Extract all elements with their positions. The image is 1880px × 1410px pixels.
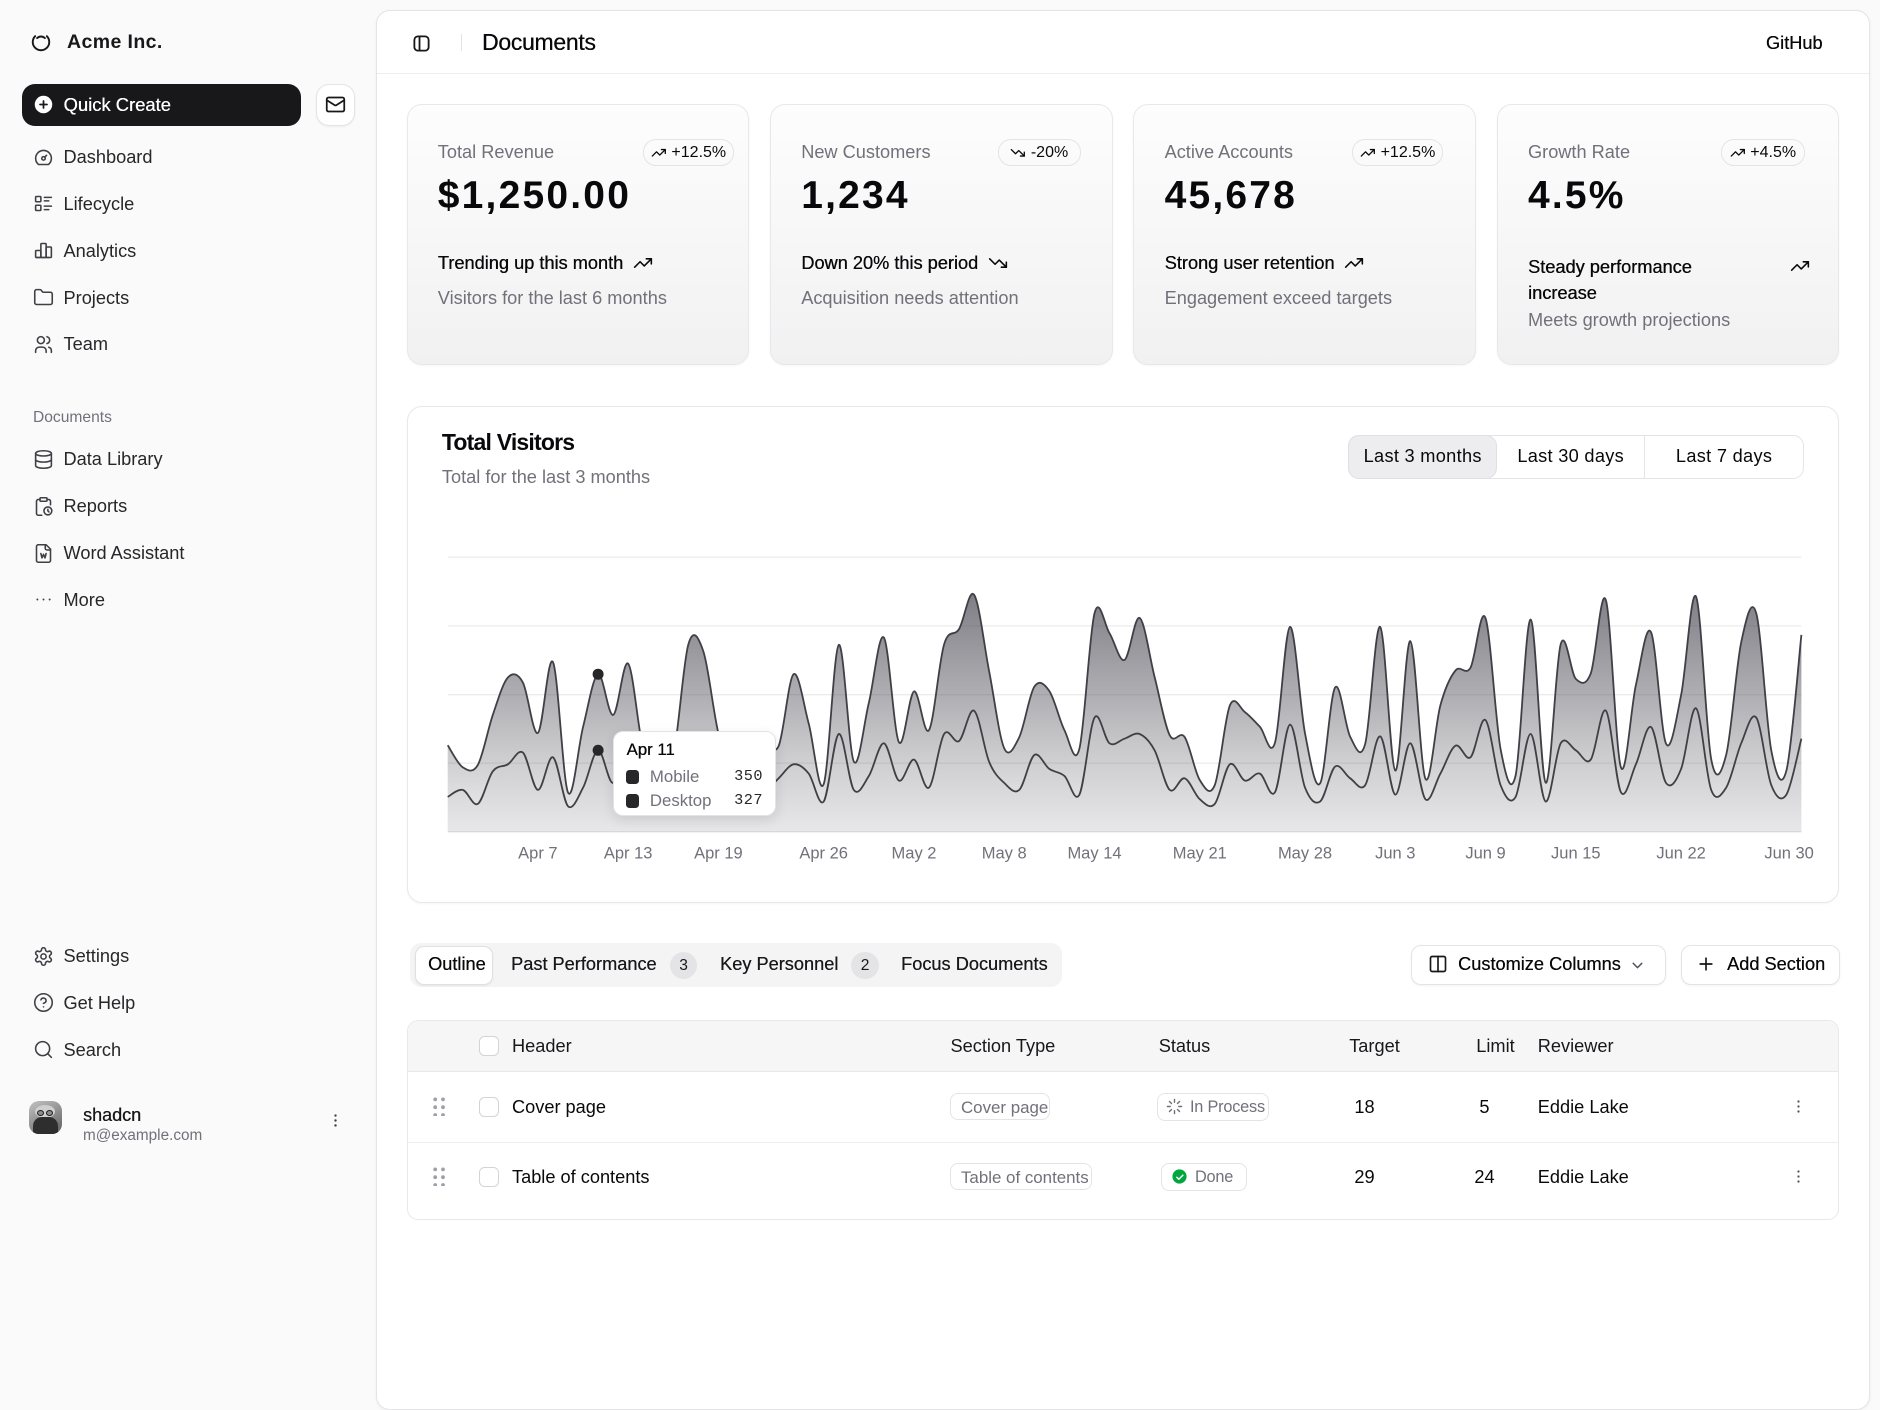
svg-text:Apr 13: Apr 13 <box>604 845 653 863</box>
svg-text:Jun 3: Jun 3 <box>1375 845 1415 863</box>
svg-text:May 28: May 28 <box>1278 845 1332 863</box>
svg-text:May 14: May 14 <box>1067 845 1121 863</box>
svg-text:Jun 30: Jun 30 <box>1764 845 1814 863</box>
svg-text:May 21: May 21 <box>1173 845 1227 863</box>
svg-text:Jun 15: Jun 15 <box>1551 845 1601 863</box>
svg-text:Apr 19: Apr 19 <box>694 845 743 863</box>
svg-text:Jun 9: Jun 9 <box>1465 845 1505 863</box>
svg-text:May 2: May 2 <box>891 845 936 863</box>
svg-text:Jun 22: Jun 22 <box>1656 845 1706 863</box>
svg-text:May 8: May 8 <box>982 845 1027 863</box>
svg-text:Apr 26: Apr 26 <box>799 845 848 863</box>
svg-text:Apr 7: Apr 7 <box>518 845 557 863</box>
